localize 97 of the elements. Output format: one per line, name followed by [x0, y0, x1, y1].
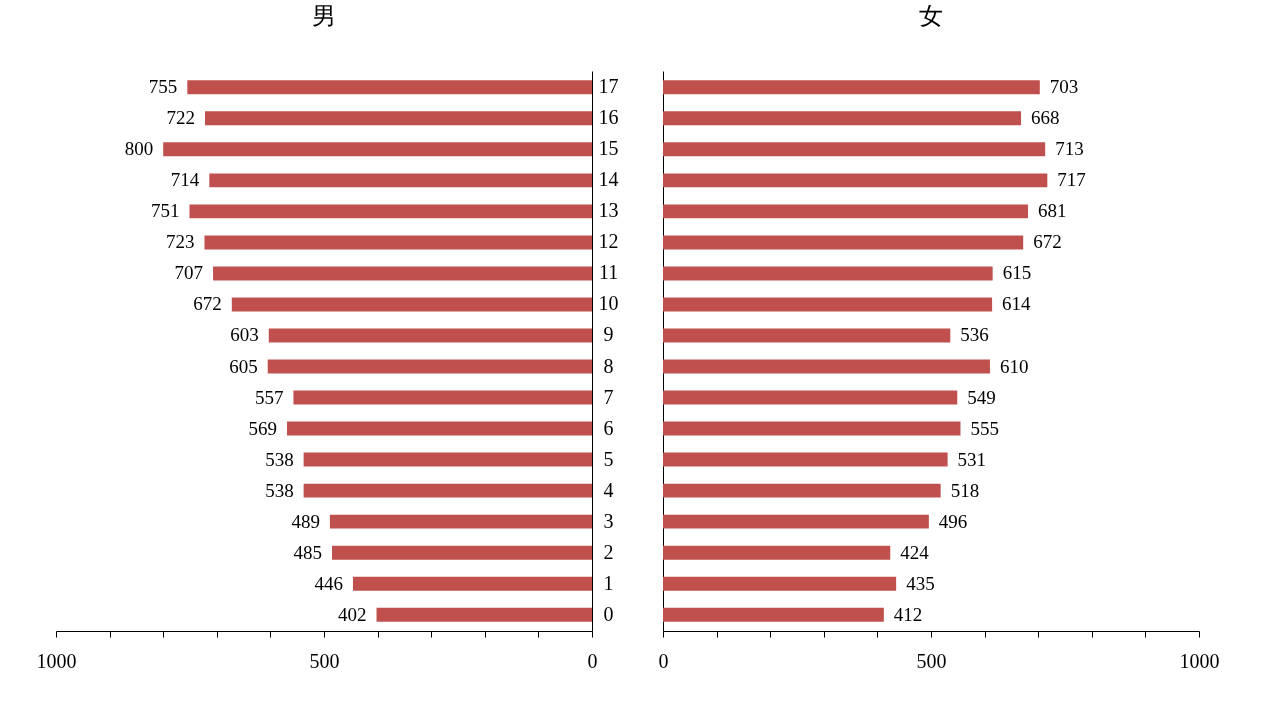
- data-label: 569: [248, 417, 278, 439]
- x-tick-label: 500: [916, 649, 947, 672]
- bar: [268, 328, 592, 343]
- y-tick-label: 17: [598, 75, 619, 98]
- x-tick-label: 500: [309, 649, 340, 672]
- y-tick-label: 0: [603, 602, 614, 625]
- data-label: 518: [950, 479, 980, 501]
- data-label: 703: [1049, 76, 1079, 98]
- data-label: 672: [193, 293, 222, 315]
- data-label: 614: [1002, 293, 1032, 315]
- chart-title: 男: [312, 3, 336, 29]
- data-label: 446: [314, 572, 343, 594]
- y-tick-label: 14: [598, 168, 619, 191]
- bar: [663, 483, 941, 498]
- data-label: 496: [938, 510, 968, 532]
- bar: [663, 390, 958, 405]
- data-label: 707: [174, 262, 204, 284]
- y-tick-label: 8: [603, 354, 614, 377]
- data-label: 412: [893, 603, 923, 625]
- data-label: 610: [999, 355, 1029, 377]
- bar: [663, 576, 897, 591]
- bar: [376, 607, 592, 622]
- y-tick-label: 11: [598, 261, 619, 284]
- bar: [663, 607, 884, 622]
- data-label: 435: [906, 572, 935, 594]
- data-label: 536: [960, 324, 989, 346]
- data-label: 489: [291, 510, 320, 532]
- bar: [663, 452, 948, 467]
- x-tick-label: 1000: [36, 649, 77, 672]
- bar: [663, 111, 1022, 126]
- bar: [663, 204, 1029, 219]
- data-label: 722: [166, 107, 196, 129]
- bar: [663, 421, 961, 436]
- y-tick-label: 15: [598, 137, 619, 160]
- y-tick-label: 16: [598, 106, 619, 129]
- bar: [663, 545, 891, 560]
- data-label: 714: [170, 169, 200, 191]
- bar: [303, 452, 592, 467]
- x-tick-label: 0: [658, 649, 669, 672]
- bar: [663, 142, 1046, 157]
- data-label: 603: [230, 324, 259, 346]
- y-tick-label: 4: [603, 478, 614, 501]
- y-tick-label: 7: [603, 385, 614, 408]
- data-label: 672: [1033, 231, 1062, 253]
- chart-title: 女: [919, 3, 943, 29]
- data-label: 538: [265, 448, 294, 470]
- bar: [303, 483, 592, 498]
- bar: [663, 514, 929, 529]
- y-tick-label: 13: [598, 199, 619, 222]
- bar: [231, 297, 592, 312]
- data-label: 668: [1031, 107, 1060, 129]
- data-label: 538: [265, 479, 294, 501]
- bar: [329, 514, 592, 529]
- bar: [163, 142, 592, 157]
- data-label: 751: [150, 200, 180, 222]
- y-tick-label: 2: [603, 540, 614, 563]
- data-label: 713: [1055, 138, 1084, 160]
- bar: [209, 173, 592, 188]
- bar: [663, 80, 1040, 95]
- bar: [663, 359, 990, 374]
- bar: [663, 173, 1048, 188]
- bar: [332, 545, 592, 560]
- data-label: 605: [229, 355, 258, 377]
- bar: [293, 390, 592, 405]
- data-label: 717: [1057, 169, 1086, 191]
- bar: [287, 421, 592, 436]
- data-label: 555: [970, 417, 999, 439]
- bar: [187, 80, 592, 95]
- bar: [189, 204, 592, 219]
- data-label: 531: [957, 448, 987, 470]
- bar: [267, 359, 592, 374]
- data-label: 549: [967, 386, 996, 408]
- data-label: 755: [148, 76, 178, 98]
- bar: [205, 111, 592, 126]
- bar: [663, 328, 951, 343]
- data-label: 424: [900, 541, 930, 563]
- y-tick-label: 5: [603, 447, 614, 470]
- bar: [663, 235, 1024, 250]
- y-tick-label: 9: [603, 323, 614, 346]
- bar: [663, 297, 993, 312]
- data-label: 723: [165, 231, 195, 253]
- bar: [204, 235, 592, 250]
- y-tick-label: 3: [603, 509, 614, 532]
- y-tick-label: 10: [598, 292, 619, 315]
- bar: [663, 266, 993, 281]
- data-label: 485: [293, 541, 323, 563]
- x-tick-label: 1000: [1179, 649, 1220, 672]
- data-label: 557: [254, 386, 284, 408]
- bar: [352, 576, 592, 591]
- y-tick-label: 6: [603, 416, 614, 439]
- data-label: 615: [1002, 262, 1032, 284]
- data-label: 402: [338, 603, 367, 625]
- bar: [213, 266, 592, 281]
- y-tick-label: 12: [598, 230, 619, 253]
- data-label: 800: [124, 138, 154, 160]
- data-label: 681: [1038, 200, 1067, 222]
- y-tick-label: 1: [603, 571, 614, 594]
